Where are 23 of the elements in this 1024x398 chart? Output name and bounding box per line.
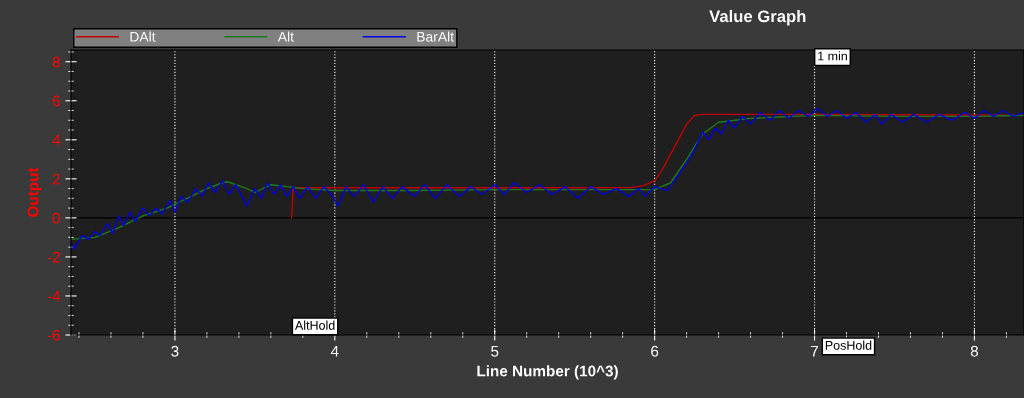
x-tick-label: 6 xyxy=(651,345,659,357)
x-tick-label: 4 xyxy=(330,345,339,357)
text: PosHold xyxy=(825,340,872,350)
x-tick-label: 8 xyxy=(970,345,979,357)
x-tick-label: 7 xyxy=(811,345,819,357)
annotation: 1 min xyxy=(818,51,847,61)
x-axis-title: Line Number (10^3) xyxy=(477,365,618,380)
x-tick-label: 5 xyxy=(491,345,499,357)
x-tick-label: 3 xyxy=(171,345,179,357)
y-tick-label: 8 xyxy=(52,56,60,68)
y-tick-label: -4 xyxy=(47,290,61,302)
y-tick-label: 0 xyxy=(52,212,60,224)
annotation: AltHold xyxy=(294,320,335,330)
y-tick-label: 4 xyxy=(52,134,61,146)
legend-label: Alt xyxy=(277,31,294,42)
chart-title: Value Graph xyxy=(709,9,806,26)
y-tick-label: 2 xyxy=(52,173,60,185)
legend-label: DAlt xyxy=(130,31,156,42)
y-tick-label: -2 xyxy=(47,251,60,263)
y-axis-title: Output xyxy=(27,167,42,217)
y-tick-label: -6 xyxy=(47,329,60,341)
legend-label: BarAlt xyxy=(417,31,454,42)
y-tick-label: 6 xyxy=(52,95,60,107)
